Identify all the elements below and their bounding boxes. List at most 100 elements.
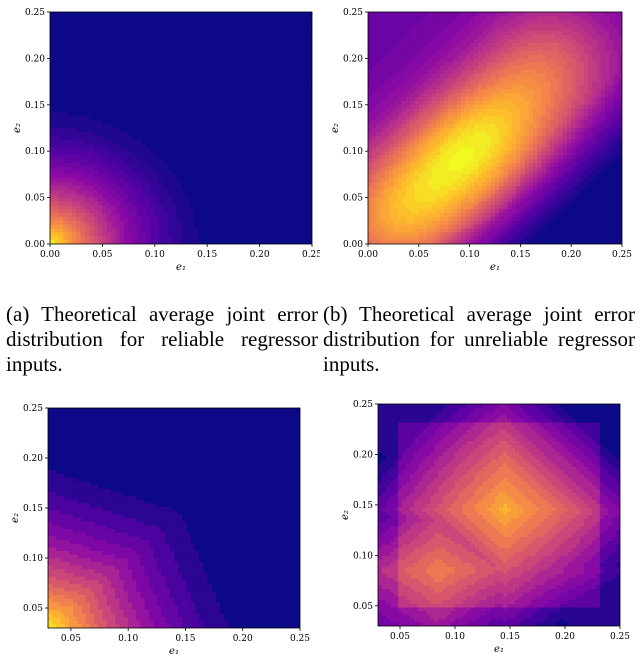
contour-cell [67,186,73,191]
contour-cell [98,240,103,244]
contour-cell [452,35,458,40]
contour-cell [211,174,217,179]
contour-cell [263,147,269,152]
contour-cell [207,186,213,191]
contour-cell [461,139,466,145]
contour-cell [76,54,82,59]
contour-cell [63,155,69,160]
contour-cell [250,170,256,175]
contour-cell [159,27,165,32]
contour-cell [368,135,373,141]
contour-cell [418,50,424,56]
contour-cell [76,85,82,90]
contour-cell [119,205,125,210]
contour-cell [106,135,112,141]
contour-cell [159,236,165,241]
contour-cell [150,201,156,206]
contour-cell [298,19,304,25]
contour-cell [172,39,178,44]
contour-cell [435,147,441,152]
contour-cell [102,39,108,44]
contour-cell [268,186,274,191]
contour-cell [76,93,82,98]
contour-cell [119,19,125,25]
contour-cell [80,174,86,179]
contour-cell [150,89,156,94]
contour-cell [185,209,191,214]
contour-cell [250,124,256,129]
contour-cell [439,100,445,106]
contour-cell [233,85,239,90]
contour-cell [98,166,103,172]
contour-cell [448,108,454,114]
contour-cell [63,197,69,203]
contour-cell [397,166,403,172]
contour-cell [380,100,386,106]
contour-cell [444,158,450,164]
contour-cell [418,193,424,199]
contour-cell [115,182,121,187]
contour-cell [207,232,213,237]
contour-cell [401,232,407,237]
contour-cell [250,46,256,52]
contour-cell [115,112,121,117]
contour-cell [384,170,390,175]
contour-cell [414,131,420,137]
contour-cell [185,240,191,244]
contour-cell [58,193,64,199]
contour-cell [242,120,248,125]
contour-cell [181,128,186,133]
contour-cell [154,240,160,244]
contour-cell [159,220,165,226]
contour-cell [389,104,394,110]
contour-cell [172,158,178,164]
contour-cell [159,193,165,199]
contour-cell [71,216,77,222]
contour-cell [285,240,291,244]
contour-cell [246,23,252,29]
contour-cell [233,236,239,241]
x-tick-label: 0.05 [92,250,112,260]
contour-cell [93,31,99,36]
contour-cell [93,193,99,199]
contour-cell [76,100,82,106]
contour-cell [167,131,173,137]
contour-cell [456,228,462,233]
contour-cell [431,197,437,203]
contour-cell [246,66,252,71]
contour-cell [159,147,165,152]
contour-cell [246,197,252,203]
contour-cell [242,15,248,21]
contour-cell [368,112,373,117]
contour-cell [137,139,143,145]
contour-cell [448,77,454,83]
contour-cell [58,205,64,210]
contour-cell [102,220,108,226]
contour-cell [298,50,304,56]
contour-cell [172,89,178,94]
contour-cell [456,131,462,137]
contour-cell [439,189,445,195]
contour-cell [285,31,291,36]
contour-cell [246,135,252,141]
contour-cell [294,93,300,98]
contour-cell [439,35,445,40]
contour-cell [132,50,138,56]
contour-cell [439,186,445,191]
contour-cell [194,116,200,121]
contour-cell [397,46,403,52]
contour-cell [150,228,156,233]
contour-cell [98,15,103,21]
contour-cell [285,46,291,52]
contour-cell [154,85,160,90]
contour-cell [84,77,90,83]
contour-cell [167,50,173,56]
contour-cell [124,42,130,48]
contour-cell [414,220,420,226]
contour-cell [384,128,390,133]
contour-cell [368,66,373,71]
contour-cell [384,58,390,63]
contour-cell [141,131,147,137]
contour-cell [76,162,82,168]
contour-cell [285,162,291,168]
